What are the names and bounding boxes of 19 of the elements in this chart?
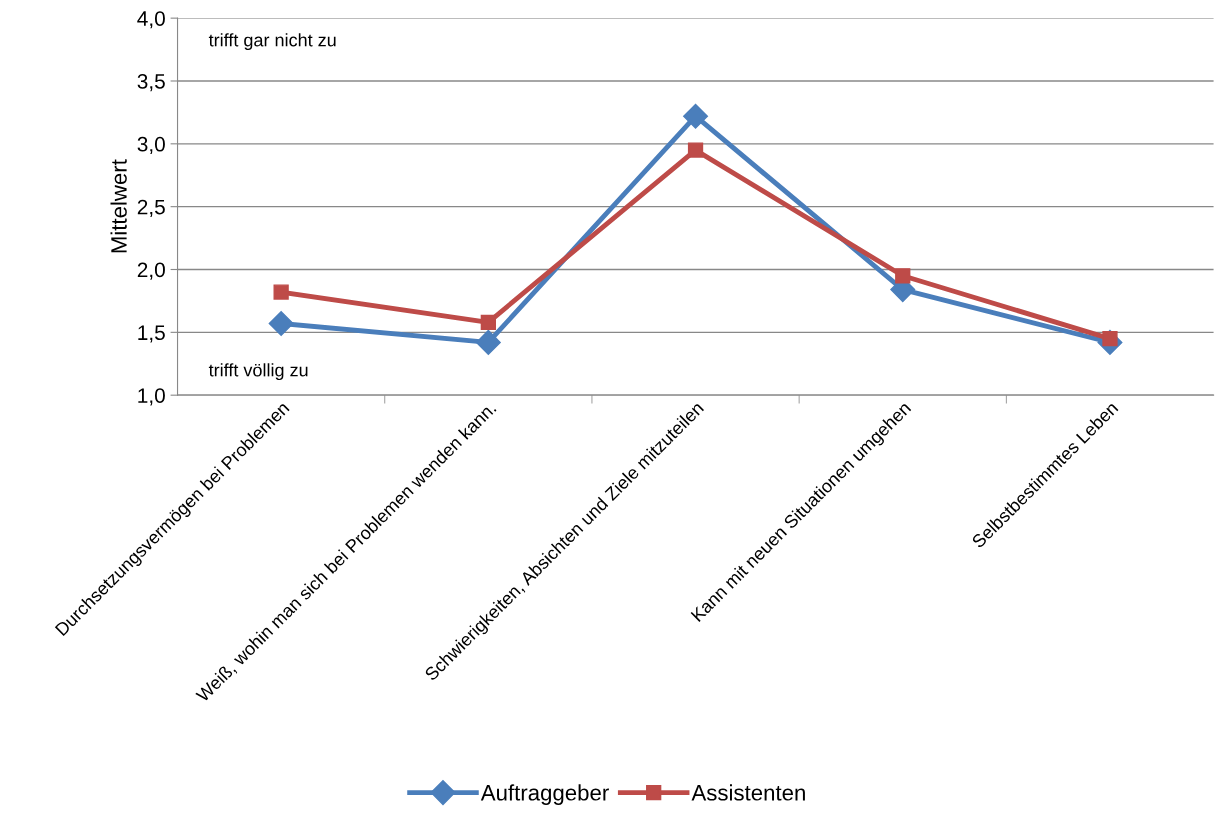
y-axis-title: Mittelwert <box>110 159 127 253</box>
y-tick-label: 3,0 <box>137 136 165 155</box>
y-tick-label: 1,5 <box>138 325 165 343</box>
y-tick-label: 2,5 <box>137 199 165 217</box>
y-tick-label: 4,0 <box>137 11 165 29</box>
point <box>475 329 501 355</box>
annotation: trifft völlig zu <box>208 363 308 381</box>
point <box>687 142 704 158</box>
annotation: trifft gar nicht zu <box>208 33 336 51</box>
point <box>268 311 294 337</box>
legend-label: Auftraggeber <box>480 784 609 805</box>
y-tick-label: 3,5 <box>137 73 165 92</box>
legend-label: Assistenten <box>691 784 805 801</box>
point <box>480 314 496 330</box>
point <box>273 284 289 300</box>
y-tick-label: 1,0 <box>138 388 165 406</box>
y-tick-label: 2,0 <box>137 262 165 280</box>
point <box>683 103 709 129</box>
point <box>895 268 911 284</box>
